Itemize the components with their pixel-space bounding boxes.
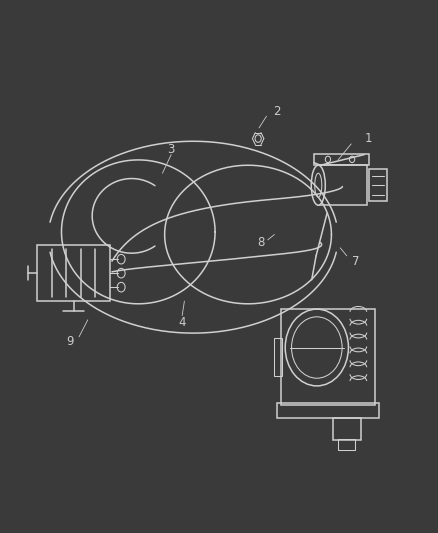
Bar [318, 165, 366, 205]
Bar [332, 418, 360, 440]
Text: 1: 1 [364, 132, 372, 145]
Text: 7: 7 [351, 255, 359, 268]
Text: 9: 9 [66, 335, 74, 348]
Bar [37, 245, 110, 301]
Text: 2: 2 [272, 106, 280, 118]
Bar [280, 309, 374, 405]
Text: 4: 4 [178, 316, 186, 329]
Bar [368, 169, 386, 201]
Text: 8: 8 [257, 236, 264, 249]
Bar [274, 338, 282, 376]
Text: 3: 3 [167, 143, 174, 156]
Bar [277, 403, 378, 418]
Bar [313, 154, 368, 165]
Ellipse shape [311, 165, 325, 205]
Bar [337, 439, 354, 450]
